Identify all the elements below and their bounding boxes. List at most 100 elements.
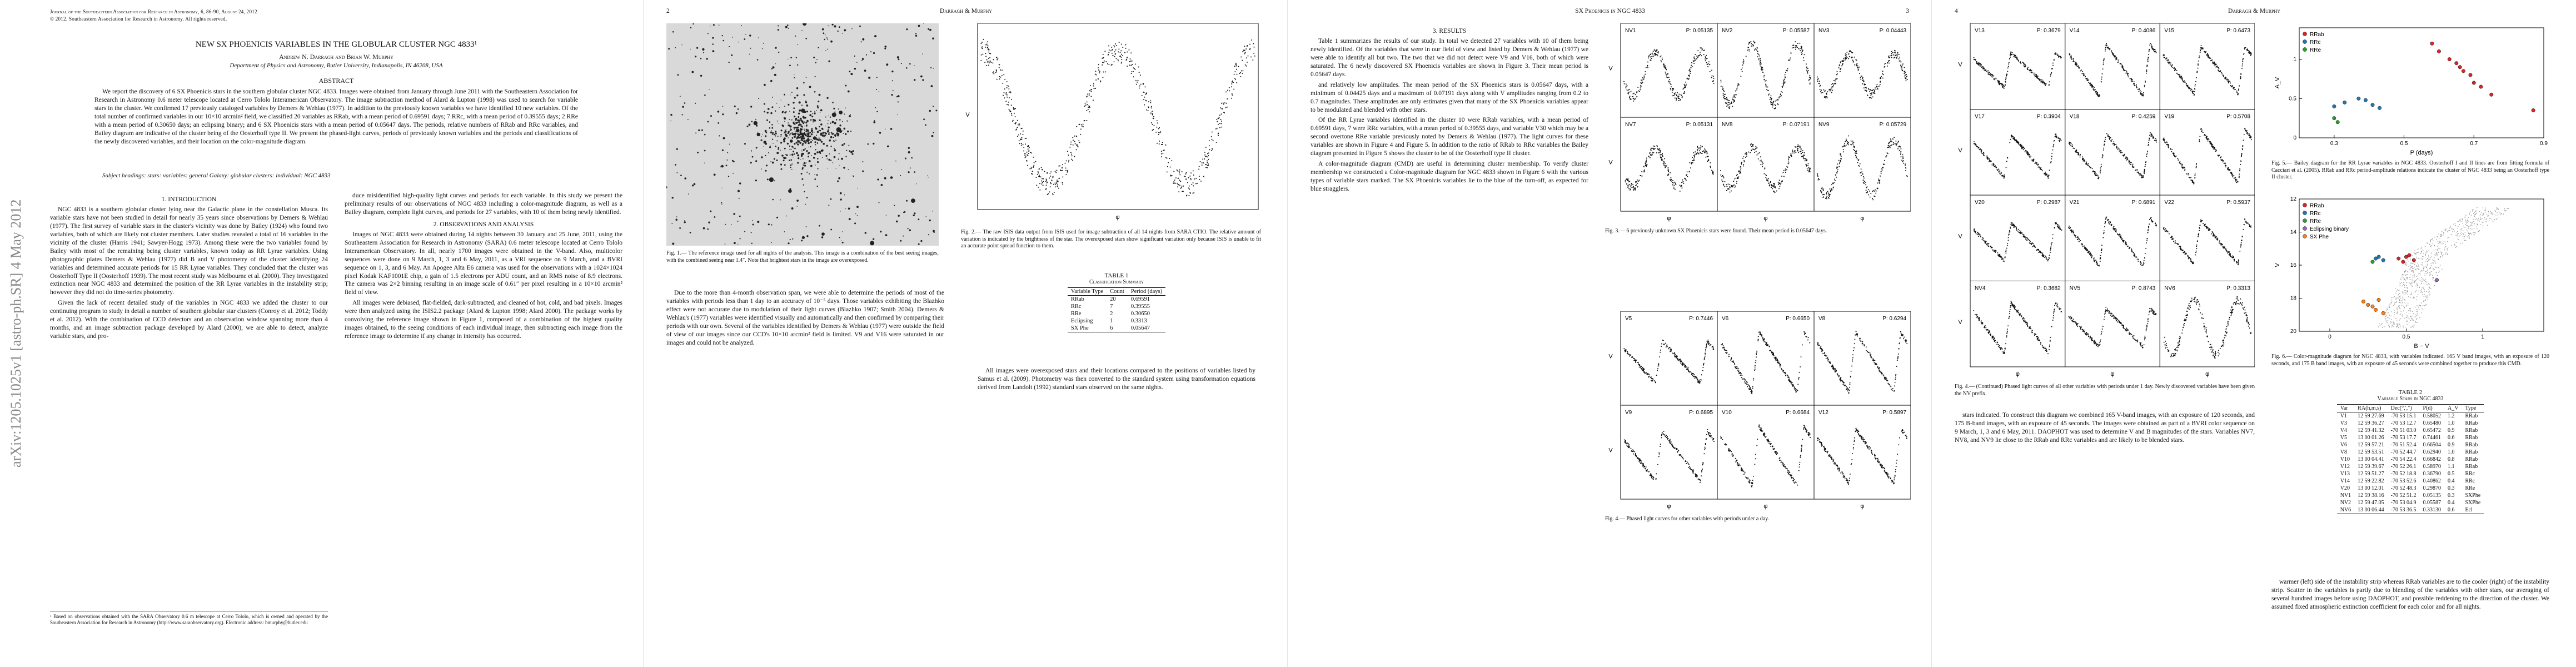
star [848, 145, 850, 146]
star [907, 228, 909, 230]
star [794, 147, 796, 150]
star [776, 140, 778, 142]
table-row: SX Phe 6 0.05647 [1067, 325, 1166, 332]
table-cell: V13 [2340, 471, 2350, 477]
star [815, 144, 816, 146]
table-cell: 13 00 06.44 [2358, 507, 2384, 513]
star [816, 142, 819, 144]
star [750, 106, 753, 108]
star [796, 200, 799, 202]
star [801, 154, 803, 156]
data-point [2454, 61, 2459, 66]
star [802, 135, 805, 137]
paragraph: NGC 4833 is a southern globular cluster … [50, 206, 328, 296]
star [675, 164, 676, 166]
star [898, 58, 900, 61]
star [913, 214, 915, 217]
star [922, 53, 923, 54]
star [700, 57, 702, 59]
star [776, 120, 778, 122]
panel-period: P: 0.3904 [2037, 114, 2061, 120]
figure: V13 P: 0.3679 V V14 P: 0.4086 V15 P: 0.6473 V17… [1958, 23, 2255, 377]
star [828, 132, 829, 133]
figure-caption: Fig. 5.— Bailey diagram for the RR Lyrae… [2271, 160, 2549, 180]
panel-period: P: 0.6473 [2226, 28, 2250, 34]
star [844, 113, 845, 115]
star [751, 242, 753, 244]
star [830, 122, 831, 124]
star [886, 63, 889, 66]
data-point [2376, 255, 2381, 259]
star [788, 125, 789, 126]
axis-label: φ [2016, 371, 2020, 377]
star [827, 38, 829, 40]
table-cell: V1 [2340, 413, 2347, 419]
star [836, 119, 838, 121]
table-row: V8 12 59 53.51 -70 52 44.7 0.62940 1.0 RRab [2337, 449, 2484, 456]
star [680, 175, 682, 176]
star [723, 137, 725, 140]
star [797, 119, 799, 122]
legend-swatch [2303, 203, 2307, 207]
star [849, 71, 851, 73]
star [706, 58, 708, 60]
panel-frame [1717, 117, 1815, 212]
star [849, 150, 851, 152]
star [797, 143, 799, 146]
star [671, 197, 674, 199]
table-cell: -70 52 18.8 [2390, 471, 2416, 477]
star [820, 109, 823, 112]
paragraph: Due to the more than 4-month observation… [666, 290, 944, 346]
star [756, 59, 759, 61]
legend-swatch [2303, 32, 2307, 36]
star [800, 159, 801, 160]
star [930, 67, 932, 69]
figure-caption: Fig. 6.— Color-magnitude diagram for NGC… [2271, 354, 2549, 367]
star [855, 213, 856, 215]
star [710, 210, 712, 212]
legend-label: RRc [2310, 211, 2320, 217]
star [691, 71, 694, 73]
star [887, 145, 889, 148]
table-cell: RRab [2465, 435, 2478, 441]
star [803, 82, 805, 84]
table-cell: V12 [2340, 464, 2350, 470]
star [814, 173, 815, 175]
star [873, 142, 875, 145]
star [738, 190, 740, 192]
star [775, 135, 776, 137]
star [891, 94, 893, 96]
figure: NV1 P: 0.05135 V NV2 P: 0.05587 NV3 P: 0.04443… [1608, 23, 1911, 222]
panel-frame [1970, 23, 2066, 109]
table-cell: 0.8 [2448, 456, 2455, 462]
panel-label: V22 [2164, 200, 2174, 206]
star [839, 125, 841, 127]
table-cell: -70 53 15.1 [2390, 413, 2416, 419]
star [744, 38, 746, 40]
star [884, 46, 887, 48]
panel-period: P: 0.07191 [1783, 122, 1810, 128]
panel-period: P: 0.4259 [2132, 114, 2156, 120]
star [732, 37, 734, 38]
star [925, 124, 926, 126]
star [891, 70, 894, 73]
star [672, 242, 675, 245]
x-tick-label: 0.5 [2400, 141, 2408, 147]
star [881, 169, 883, 171]
authors: Andrew N. Darragh and Brian W. Murphy [279, 53, 393, 61]
table-cell: -70 51 52.4 [2390, 442, 2416, 448]
table-title: TABLE 2 [2398, 389, 2423, 396]
table-cell: 0.3313 [1130, 318, 1147, 324]
column-header: Period (days) [1130, 288, 1163, 295]
star [783, 117, 785, 119]
star [679, 96, 681, 97]
star [725, 165, 728, 167]
table-row: V20 13 00 12.01 -70 52 48.3 0.29870 0.3 RRe [2337, 485, 2484, 492]
panel-frame [1717, 405, 1815, 500]
star [805, 203, 806, 205]
table-cell: 0.69591 [1130, 296, 1150, 302]
axis-label: V [1608, 66, 1613, 72]
star [771, 127, 774, 129]
axis-label: V [1608, 354, 1613, 360]
star [786, 142, 789, 145]
